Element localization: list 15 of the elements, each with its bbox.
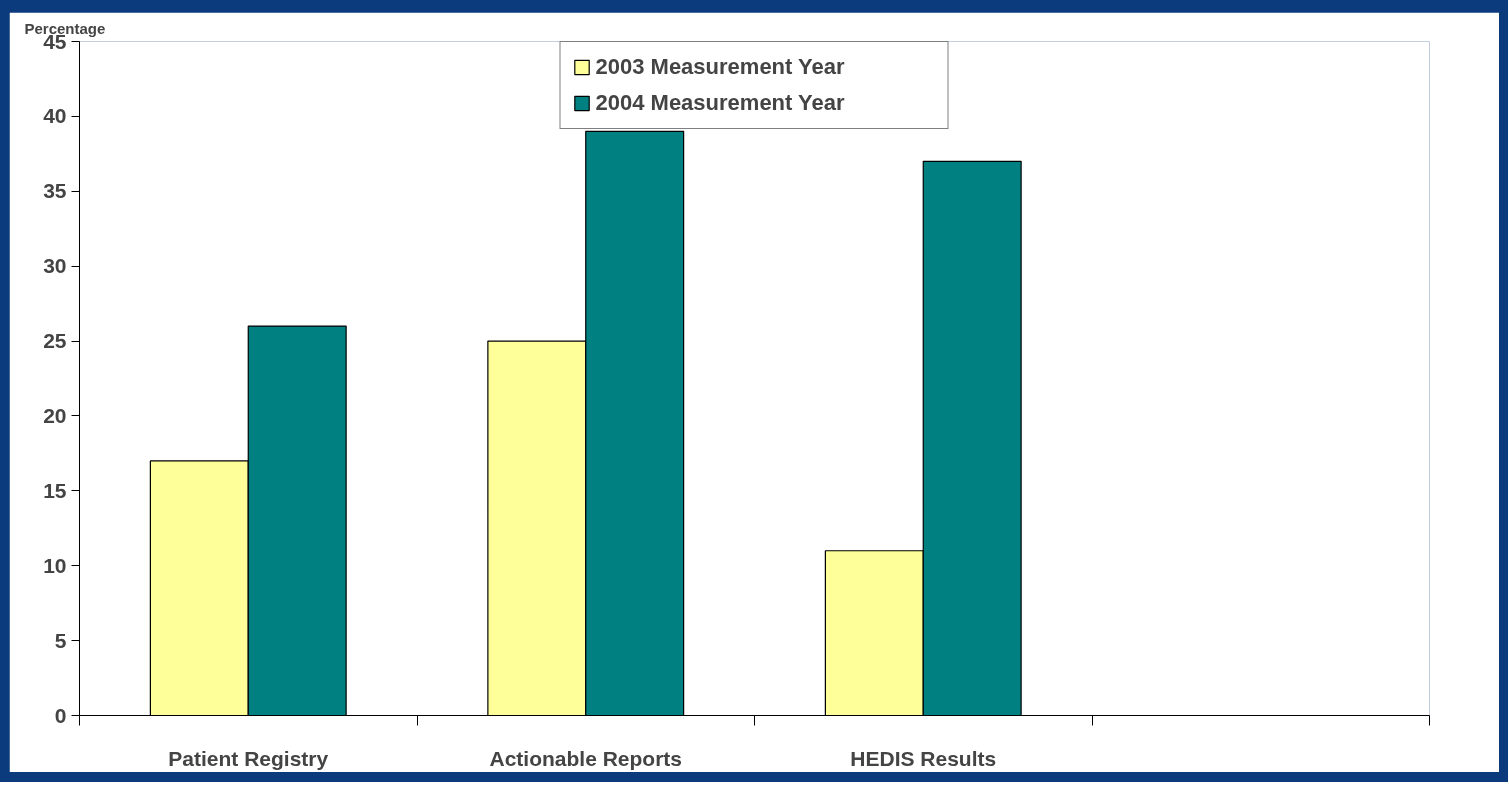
y-tick-label: 0 [54,703,67,727]
y-tick-label: 10 [43,553,67,577]
y-tick-label: 30 [43,254,67,278]
y-tick-label: 25 [43,329,67,353]
legend-label: 2003 Measurement Year [595,54,846,80]
x-tick-label: Patient Registry [168,746,329,770]
x-tick-label: HEDIS Results [850,746,997,770]
y-tick-label: 5 [54,628,67,652]
y-tick-label: 15 [43,478,67,502]
y-tick-label: 35 [43,179,67,203]
y-axis-title: Percentage [24,19,106,37]
x-tick-label: Actionable Reports [489,746,683,770]
legend-label: 2004 Measurement Year [595,90,846,116]
y-tick-label: 20 [43,403,67,427]
y-tick-label: 40 [43,104,67,128]
